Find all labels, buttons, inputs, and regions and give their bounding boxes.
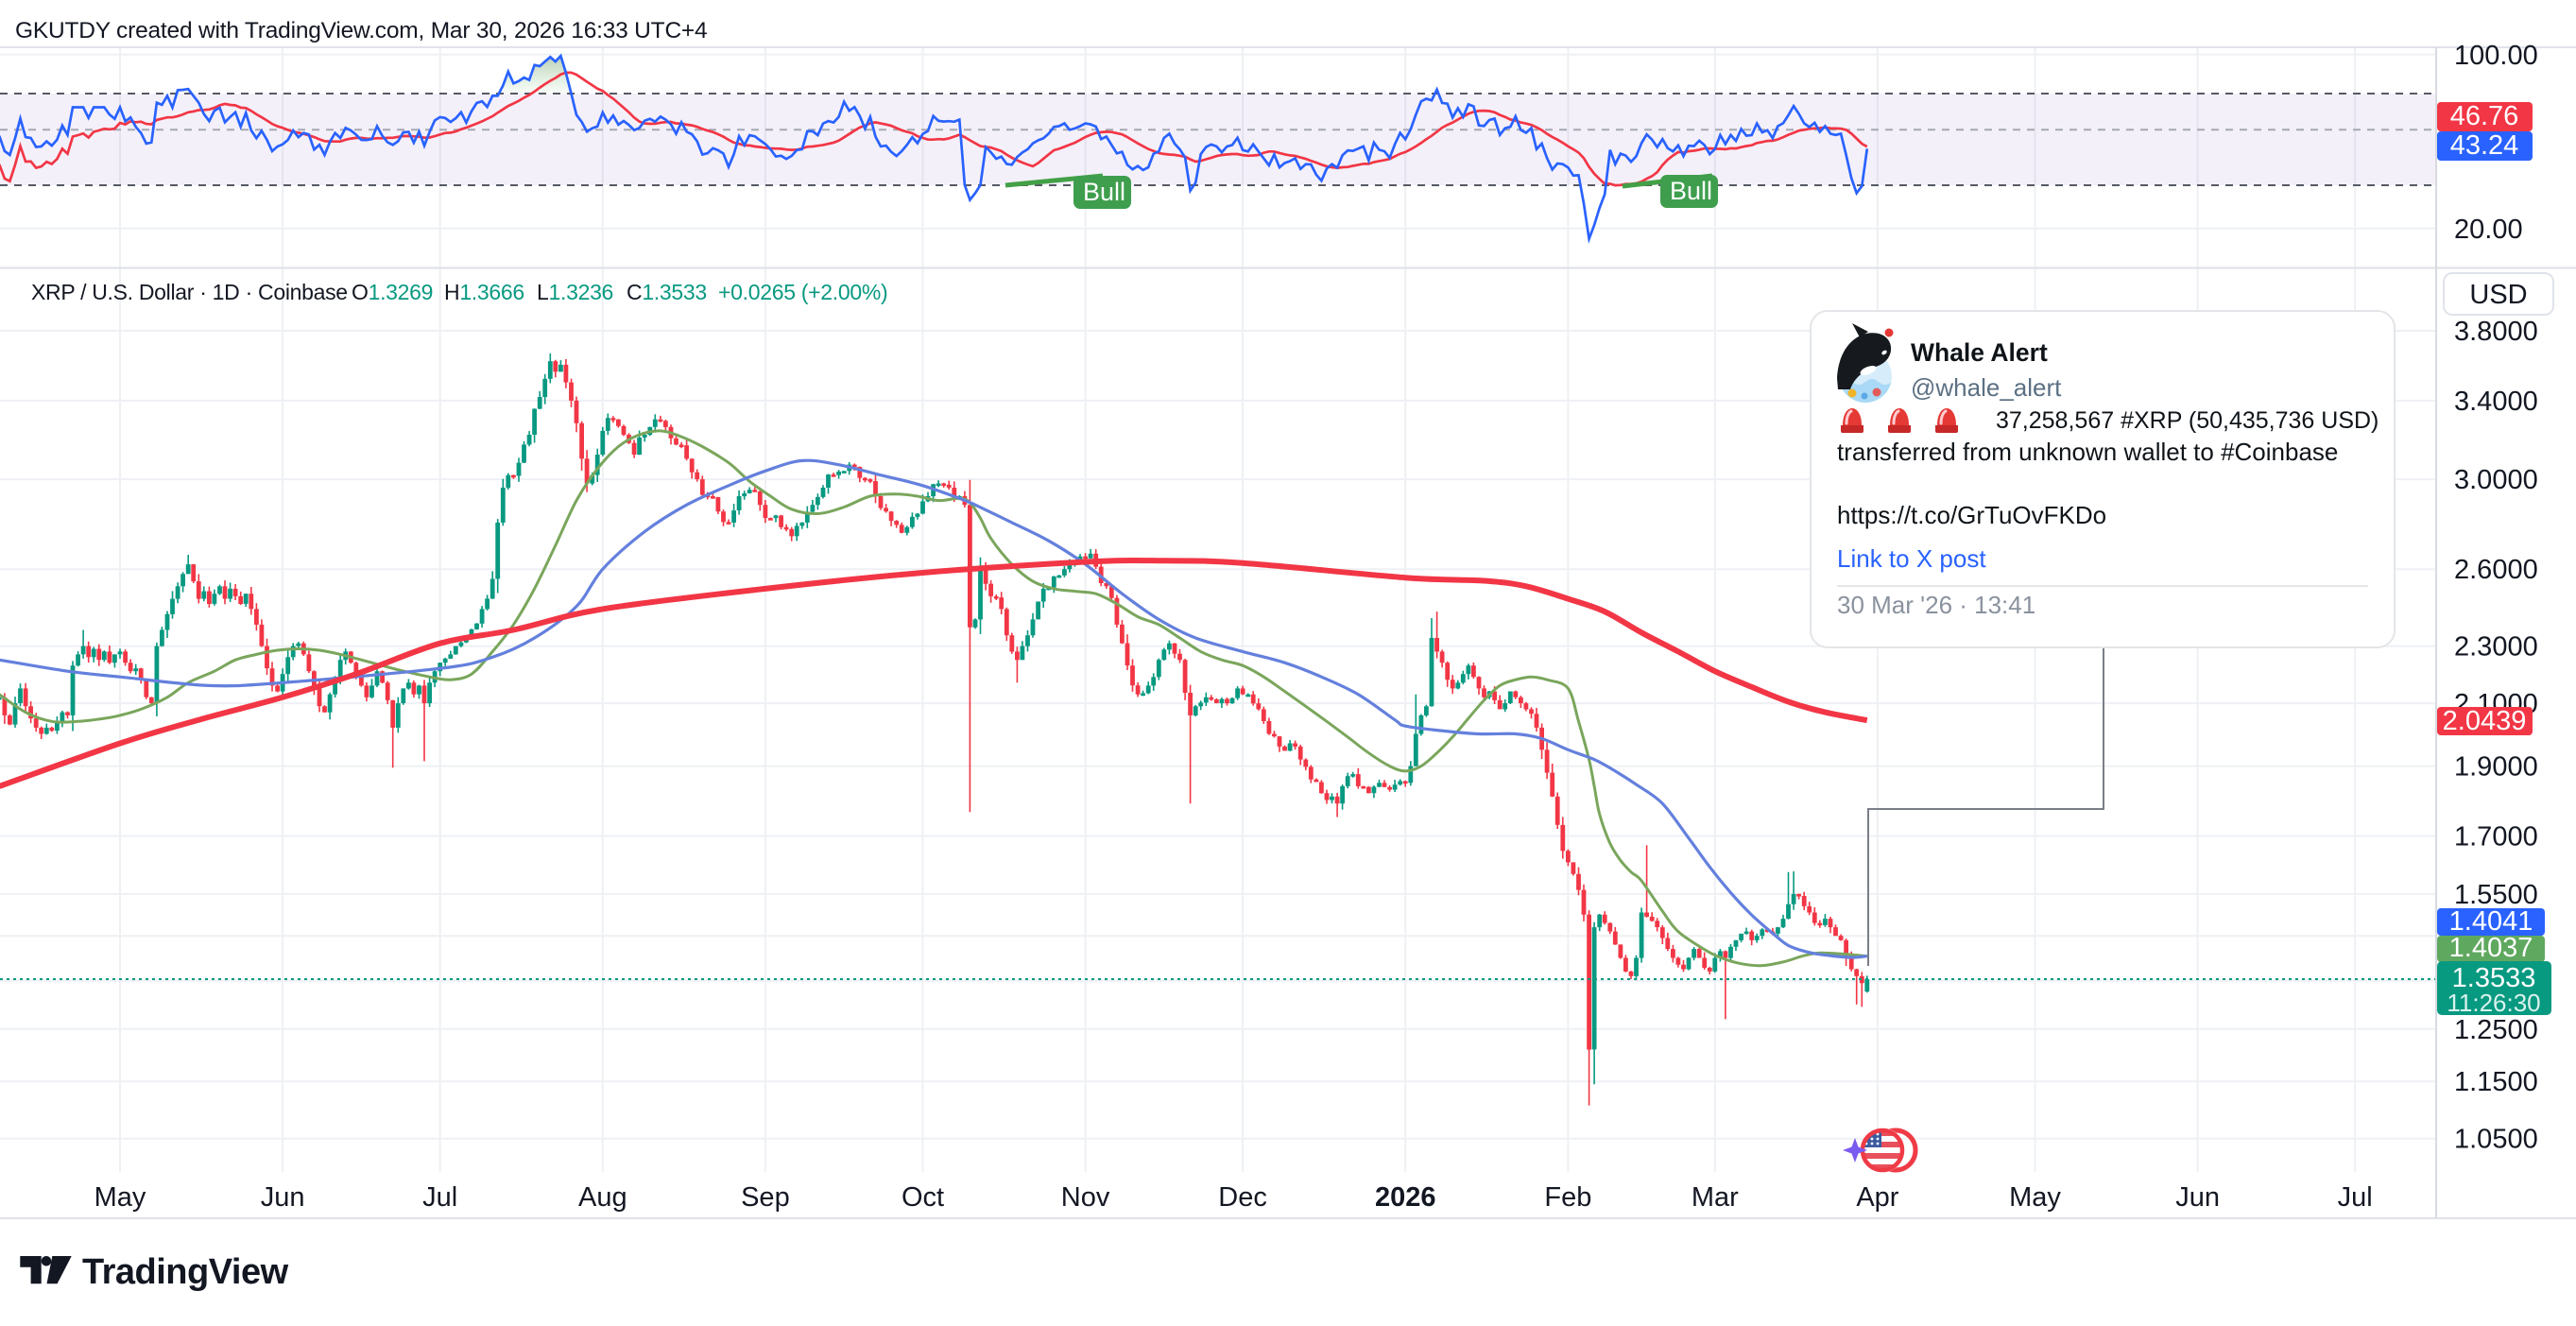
svg-text:Bull: Bull: [1670, 177, 1712, 205]
svg-text:XRP / U.S. Dollar · 1D · Coinb: XRP / U.S. Dollar · 1D · Coinbase: [31, 280, 348, 304]
svg-text:43.24: 43.24: [2450, 130, 2519, 161]
svg-text:Bull: Bull: [1083, 178, 1125, 206]
svg-text:L1.3236: L1.3236: [537, 280, 613, 304]
svg-text:Jun: Jun: [2175, 1182, 2220, 1213]
svg-text:1.5500: 1.5500: [2454, 880, 2538, 910]
svg-text:Aug: Aug: [578, 1182, 627, 1213]
svg-text:Jul: Jul: [2338, 1182, 2373, 1213]
svg-text:May: May: [2009, 1182, 2061, 1213]
svg-text:37,258,567 #XRP (50,435,736 US: 37,258,567 #XRP (50,435,736 USD): [1996, 407, 2379, 434]
svg-text:2.6000: 2.6000: [2454, 555, 2538, 585]
svg-text:https://t.co/GrTuOvFKDo: https://t.co/GrTuOvFKDo: [1837, 501, 2106, 529]
svg-text:Oct: Oct: [902, 1182, 944, 1213]
svg-text:1.0500: 1.0500: [2454, 1125, 2538, 1155]
svg-text:USD: USD: [2469, 280, 2527, 310]
svg-text:20.00: 20.00: [2454, 215, 2523, 245]
svg-text:Jul: Jul: [422, 1182, 457, 1213]
svg-text:1.4041: 1.4041: [2449, 906, 2533, 937]
svg-text:46.76: 46.76: [2450, 101, 2519, 131]
svg-text:2026: 2026: [1375, 1182, 1436, 1213]
svg-text:1.2500: 1.2500: [2454, 1015, 2538, 1045]
svg-text:1.3533: 1.3533: [2452, 963, 2536, 993]
svg-text:Dec: Dec: [1218, 1182, 1267, 1213]
svg-text:Link to X post: Link to X post: [1837, 544, 1986, 573]
svg-text:Whale Alert: Whale Alert: [1911, 338, 2048, 367]
svg-text:Apr: Apr: [1856, 1182, 1898, 1213]
svg-text:O1.3269: O1.3269: [352, 280, 433, 304]
svg-text:Sep: Sep: [741, 1182, 790, 1213]
svg-text:+0.0265 (+2.00%): +0.0265 (+2.00%): [718, 280, 887, 304]
svg-text:2.3000: 2.3000: [2454, 632, 2538, 663]
svg-text:11:26:30: 11:26:30: [2447, 989, 2540, 1017]
svg-text:3.8000: 3.8000: [2454, 317, 2538, 347]
svg-text:Feb: Feb: [1544, 1182, 1591, 1213]
svg-text:transferred from unknown walle: transferred from unknown wallet to #Coin…: [1837, 438, 2338, 466]
svg-text:100.00: 100.00: [2454, 41, 2538, 71]
svg-text:1.1500: 1.1500: [2454, 1067, 2538, 1097]
svg-text:C1.3533: C1.3533: [627, 280, 707, 304]
svg-text:@whale_alert: @whale_alert: [1911, 373, 2062, 402]
svg-text:1.4037: 1.4037: [2449, 933, 2533, 963]
svg-text:Jun: Jun: [261, 1182, 305, 1213]
svg-text:3.4000: 3.4000: [2454, 387, 2538, 417]
svg-text:H1.3666: H1.3666: [444, 280, 524, 304]
svg-text:30 Mar '26 · 13:41: 30 Mar '26 · 13:41: [1837, 591, 2035, 619]
svg-text:Nov: Nov: [1061, 1182, 1110, 1213]
svg-text:2.0439: 2.0439: [2443, 706, 2527, 736]
svg-text:May: May: [94, 1182, 146, 1213]
svg-text:3.0000: 3.0000: [2454, 465, 2538, 495]
svg-text:Mar: Mar: [1692, 1182, 1739, 1213]
svg-text:1.9000: 1.9000: [2454, 752, 2538, 783]
svg-text:GKUTDY created with TradingVie: GKUTDY created with TradingView.com, Mar…: [15, 18, 707, 43]
svg-text:TradingView: TradingView: [82, 1252, 289, 1292]
svg-text:1.7000: 1.7000: [2454, 822, 2538, 852]
